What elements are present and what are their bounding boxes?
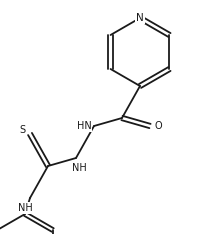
Text: S: S — [19, 125, 25, 135]
Text: NH: NH — [18, 203, 32, 213]
Text: HN: HN — [77, 121, 91, 131]
Text: NH: NH — [72, 163, 86, 173]
Text: N: N — [136, 13, 144, 23]
Text: O: O — [154, 121, 162, 131]
